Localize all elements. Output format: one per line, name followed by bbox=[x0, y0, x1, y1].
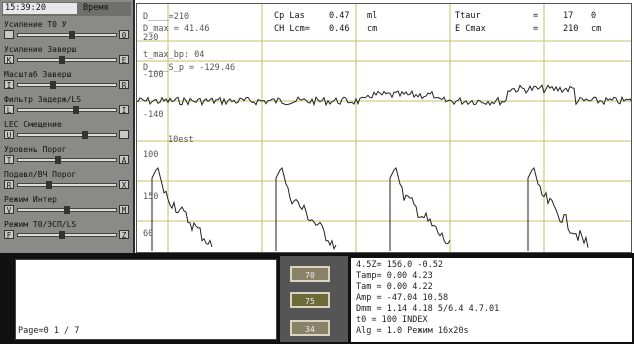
waveform-trace-spike bbox=[275, 167, 337, 251]
stat-value: 0.46 bbox=[329, 24, 350, 34]
channel-button-34[interactable]: 34 bbox=[290, 320, 330, 336]
button-column: 70 75 34 bbox=[280, 256, 348, 342]
y-tick-label: -140 bbox=[143, 110, 164, 120]
stat-value: 210 bbox=[563, 24, 579, 34]
slider-knob[interactable] bbox=[59, 231, 66, 239]
control-slider[interactable] bbox=[17, 156, 117, 164]
stat-label: E Cmax bbox=[455, 24, 486, 34]
scope-info-line: 230 bbox=[143, 33, 159, 43]
scope-plot bbox=[135, 3, 633, 253]
control-slider[interactable] bbox=[17, 106, 117, 114]
control-label: Усиление Заверш bbox=[4, 45, 77, 54]
control-label: LEC Смещение bbox=[4, 120, 62, 129]
scope-info-line: t_max_bp: 04 bbox=[143, 50, 205, 60]
stat-unit: cm bbox=[591, 24, 602, 34]
y-tick-label: 60 bbox=[143, 229, 154, 239]
channel-button-70[interactable]: 70 bbox=[290, 266, 330, 282]
slider-knob[interactable] bbox=[50, 81, 57, 89]
control-key-right[interactable]: Z bbox=[119, 230, 129, 240]
readout-line: 4.5Z= 156.0 -0.52 bbox=[356, 260, 443, 270]
page-indicator: Page=0 1 / 7 bbox=[18, 326, 80, 336]
stat-value: 0.47 bbox=[329, 11, 350, 21]
y-tick-label: 150 bbox=[143, 192, 159, 202]
control-label: Масштаб Заверш bbox=[4, 70, 72, 79]
timestamp-display: 15:39:20 bbox=[3, 3, 77, 14]
control-key-right[interactable]: X bbox=[119, 180, 129, 190]
control-key-right[interactable]: 0 bbox=[119, 30, 129, 40]
control-panel: 15:39:20 Время Усиление Т0 У 0 Усиление За… bbox=[0, 0, 135, 255]
control-key-left[interactable]: L bbox=[4, 105, 14, 115]
time-label: Время bbox=[83, 3, 109, 13]
control-slider[interactable] bbox=[17, 231, 117, 239]
control-label: Усиление Т0 У bbox=[4, 20, 67, 29]
stat-label: Cp Las bbox=[274, 11, 305, 21]
readout-line: Amp = -47.04 10.58 bbox=[356, 293, 449, 303]
control-key-right[interactable]: E bbox=[119, 55, 129, 65]
slider-knob[interactable] bbox=[68, 31, 75, 39]
stat-label: Ttaur bbox=[455, 11, 481, 21]
slider-knob[interactable] bbox=[54, 156, 61, 164]
control-slider[interactable] bbox=[17, 131, 117, 139]
control-slider[interactable] bbox=[17, 206, 117, 214]
waveform-trace-spike bbox=[389, 167, 451, 251]
control-label: Режим Интер bbox=[4, 195, 57, 204]
control-key-right[interactable] bbox=[119, 130, 129, 139]
control-slider[interactable] bbox=[17, 81, 117, 89]
marker-label: 10est bbox=[168, 135, 194, 145]
readout-line: t0 = 100 INDEX bbox=[356, 315, 428, 325]
control-key-right[interactable]: A bbox=[119, 155, 129, 165]
readout-line: Dmm = 1.14 4.18 5/6.4 4.7.01 bbox=[356, 304, 500, 314]
waveform-trace-spike bbox=[527, 167, 589, 251]
control-key-right[interactable]: R bbox=[119, 80, 129, 90]
control-key-left[interactable]: I bbox=[4, 80, 14, 90]
message-box[interactable] bbox=[15, 259, 277, 340]
control-key-left[interactable]: R bbox=[4, 180, 14, 190]
slider-knob[interactable] bbox=[59, 56, 66, 64]
readout-line: Tam = 0.00 4.22 bbox=[356, 282, 433, 292]
slider-knob[interactable] bbox=[64, 206, 70, 214]
control-key-left[interactable]: K bbox=[4, 55, 14, 65]
control-label: Уровень Порог bbox=[4, 145, 67, 154]
control-key-left[interactable] bbox=[4, 30, 14, 39]
slider-knob[interactable] bbox=[73, 106, 80, 114]
control-label: Фильтр Задерж/LS bbox=[4, 95, 82, 104]
control-label: Подавл/ВЧ Порог bbox=[4, 170, 77, 179]
scope-frame bbox=[136, 3, 632, 253]
readout-panel: 4.5Z= 156.0 -0.52 Tamp= 0.00 4.23 Tam = … bbox=[351, 258, 632, 342]
control-slider[interactable] bbox=[17, 56, 117, 64]
stat-eq: = bbox=[533, 11, 539, 21]
waveform-trace-spike bbox=[151, 167, 213, 251]
slider-knob[interactable] bbox=[82, 131, 89, 139]
scope-info-line: D____=210 bbox=[143, 12, 190, 22]
stat-value: 17 bbox=[563, 11, 574, 21]
scope-info-line: D____S_p = -129.46 bbox=[143, 63, 236, 73]
scope-display[interactable] bbox=[135, 3, 633, 253]
control-key-left[interactable]: F bbox=[4, 230, 14, 240]
stat-label: CH Lcm= bbox=[274, 24, 310, 34]
control-key-right[interactable]: I bbox=[119, 105, 129, 115]
readout-line: Alg = 1.0 Режим 16x20s bbox=[356, 326, 469, 336]
control-slider[interactable] bbox=[17, 181, 117, 189]
control-key-left[interactable]: T bbox=[4, 155, 14, 165]
y-tick-label: -100 bbox=[143, 70, 164, 80]
control-key-left[interactable]: U bbox=[4, 130, 14, 140]
slider-knob[interactable] bbox=[45, 181, 52, 189]
readout-line: Tamp= 0.00 4.23 bbox=[356, 271, 433, 281]
waveform-trace-upper bbox=[135, 84, 633, 107]
control-key-left[interactable]: V bbox=[4, 205, 14, 215]
y-tick-label: 100 bbox=[143, 150, 159, 160]
scope-info-line: D_max = 41.46 bbox=[143, 24, 210, 34]
channel-button-75[interactable]: 75 bbox=[290, 292, 330, 308]
stat-eq: = bbox=[533, 24, 539, 34]
stat-unit: ml bbox=[367, 11, 378, 21]
control-slider[interactable] bbox=[17, 31, 117, 39]
control-label: Режим Т0/ЭСП/LS bbox=[4, 220, 77, 229]
stat-unit: 0 bbox=[591, 11, 597, 21]
control-key-right[interactable]: M bbox=[119, 205, 129, 215]
stat-unit: cm bbox=[367, 24, 378, 34]
